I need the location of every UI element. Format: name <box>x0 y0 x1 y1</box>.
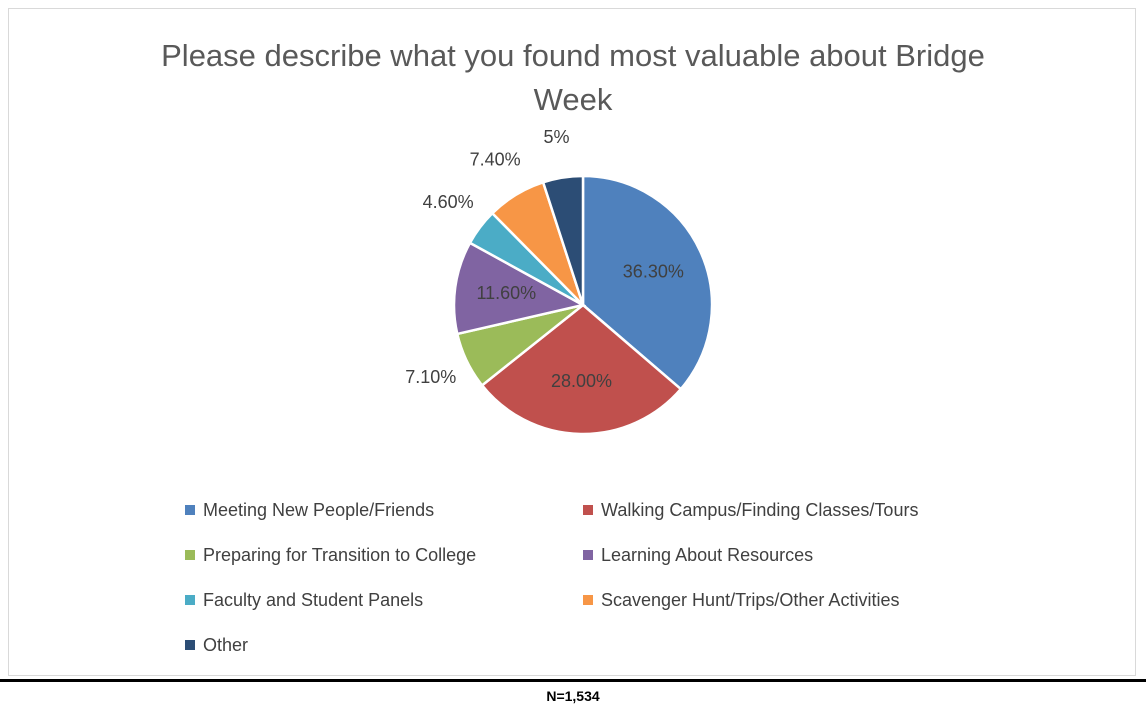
separator <box>0 679 1146 682</box>
legend-swatch <box>583 505 593 515</box>
legend-label: Learning About Resources <box>601 545 813 565</box>
legend-swatch <box>583 595 593 605</box>
data-label: 7.40% <box>470 149 521 169</box>
note: N=1,534 <box>546 688 600 704</box>
legend-label: Faculty and Student Panels <box>203 590 423 610</box>
data-label: 7.10% <box>405 367 456 387</box>
data-label: 4.60% <box>423 192 474 212</box>
pie-slice <box>480 303 683 436</box>
data-label: 36.30% <box>623 261 684 281</box>
legend-swatch <box>185 505 195 515</box>
chart-frame <box>8 8 1136 676</box>
legend-swatch <box>185 595 195 605</box>
data-label: 5% <box>544 127 570 147</box>
legend-label: Walking Campus/Finding Classes/Tours <box>601 500 918 520</box>
legend-label: Other <box>203 635 248 655</box>
pie-slice <box>581 174 714 391</box>
data-label: 28.00% <box>551 371 612 391</box>
legend-label: Meeting New People/Friends <box>203 500 434 520</box>
chart-title: Please describe what you found most valu… <box>161 38 985 117</box>
pie-slice <box>541 174 585 306</box>
pie-slice <box>452 241 587 336</box>
legend-label: Preparing for Transition to College <box>203 545 476 565</box>
legend-label: Scavenger Hunt/Trips/Other Activities <box>601 590 899 610</box>
legend-swatch <box>185 550 195 560</box>
data-label: 11.60% <box>476 283 536 303</box>
legend-swatch <box>185 640 195 650</box>
legend-swatch <box>583 550 593 560</box>
